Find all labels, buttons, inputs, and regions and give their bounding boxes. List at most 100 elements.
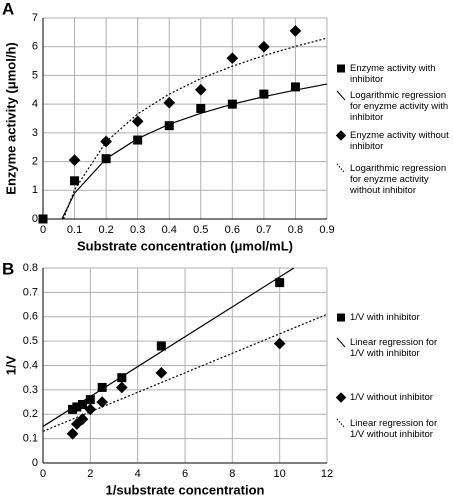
y-tick-label: 0.5 [23, 335, 38, 347]
y-tick-label: 0 [32, 213, 38, 225]
x-tick-label: 8 [229, 468, 235, 480]
marker-diamond [336, 392, 346, 403]
marker-square [72, 402, 82, 412]
legend-entry: Linear regression for 1/V without inhibi… [336, 418, 451, 440]
x-tick-label: 10 [274, 468, 286, 480]
legend-entry: Enzyme activity with inhibitor [336, 63, 451, 85]
legend-icon [336, 392, 346, 403]
marker-diamond [115, 381, 128, 394]
y-tick-label: 0.1 [23, 433, 38, 445]
marker-square [156, 341, 166, 351]
marker-diamond [84, 403, 97, 416]
marker-diamond [258, 40, 270, 53]
marker-square [133, 135, 143, 145]
marker-diamond [273, 337, 286, 350]
legend-line [336, 163, 346, 174]
y-tick-label: 0.4 [23, 359, 38, 371]
marker-square [78, 400, 88, 409]
legend-label: Enzyme activity with inhibitor [350, 63, 436, 85]
legend-label: Logarithmic regression for enyzme activi… [350, 163, 447, 196]
y-axis-title: Enzyme activity (μmol/h) [3, 42, 18, 194]
y-tick-label: 0.8 [23, 262, 38, 274]
x-tick-label: 0.4 [162, 224, 177, 236]
legend-label: Linear regression for 1/V without inhibi… [350, 418, 438, 440]
marker-square [290, 82, 300, 92]
y-tick-label: 2 [32, 155, 38, 167]
x-axis-title: 1/substrate concentration [106, 482, 265, 497]
x-tick-label: 0.6 [225, 224, 240, 236]
regression-line [61, 83, 328, 220]
legend-icon [336, 337, 346, 348]
regression-line [62, 37, 328, 220]
legend-line [336, 90, 346, 101]
x-axis-title: Substrate concentration (μmol/mL) [77, 238, 293, 253]
marker-square [38, 214, 48, 224]
marker-square [164, 121, 174, 131]
marker-diamond [289, 25, 302, 37]
y-tick-label: 0.6 [23, 311, 38, 323]
legend-entry: Enyzme activity without inhibitor [336, 130, 451, 152]
legend-line [336, 418, 346, 429]
legend-label: 1/V with inhibitor [350, 312, 420, 323]
y-tick-label: 0.2 [23, 408, 38, 420]
marker-diamond [155, 366, 168, 379]
legend-icon [336, 90, 346, 101]
marker-square [259, 89, 269, 99]
regression-line [42, 267, 295, 427]
x-tick-label: 0 [40, 468, 46, 480]
y-tick-label: 0 [32, 457, 38, 469]
marker-diamond [68, 154, 81, 166]
marker-square [97, 382, 107, 392]
regression-line [42, 313, 328, 432]
marker-square [117, 373, 127, 383]
legend-label: Logarithmic regression for enyzme activi… [350, 90, 449, 123]
y-tick-label: 5 [32, 69, 38, 81]
panel-label: B [2, 259, 14, 278]
marker-diamond [226, 52, 239, 65]
x-tick-label: 0.8 [288, 224, 303, 236]
marker-diamond [96, 396, 109, 408]
marker-square [196, 103, 206, 113]
y-tick-label: 4 [32, 98, 38, 110]
x-tick-label: 0.2 [98, 224, 113, 236]
legend-entry: 1/V with inhibitor [336, 312, 451, 323]
legend-icon [336, 163, 346, 174]
legend-entry: Linear regression for 1/V with inhibitor [336, 337, 451, 359]
y-tick-label: 7 [32, 12, 38, 24]
x-tick-label: 12 [321, 468, 333, 480]
marker-square [70, 176, 80, 186]
x-tick-label: 2 [87, 468, 93, 480]
legend-icon [337, 313, 345, 322]
marker-diamond [194, 83, 207, 96]
legend-entry: Logarithmic regression for enyzme activi… [336, 90, 451, 123]
legend-icon [337, 64, 345, 73]
legend-label: 1/V without inhibitor [350, 392, 433, 403]
marker-diamond [66, 427, 79, 440]
y-tick-label: 1 [32, 184, 38, 196]
y-tick-label: 0.7 [23, 286, 38, 298]
x-tick-label: 4 [135, 468, 141, 480]
x-tick-label: 6 [182, 468, 188, 480]
marker-square [85, 395, 95, 405]
legend-line [336, 337, 346, 348]
marker-diamond [336, 130, 346, 141]
marker-square [275, 278, 285, 288]
x-tick-label: 0.1 [67, 224, 82, 236]
x-tick-label: 0.5 [193, 224, 208, 236]
legend-entry: 1/V without inhibitor [336, 392, 451, 403]
x-tick-label: 0.7 [256, 224, 271, 236]
y-tick-label: 3 [32, 127, 38, 139]
panel-label: A [2, 0, 14, 18]
x-tick-label: 0 [40, 224, 46, 236]
y-axis-title: 1/V [3, 355, 18, 375]
legend-label: Linear regression for 1/V with inhibitor [350, 337, 438, 359]
marker-square [337, 64, 345, 73]
legend-label: Enyzme activity without inhibitor [350, 130, 449, 152]
legend-icon [336, 418, 346, 429]
x-tick-label: 0.9 [319, 224, 334, 236]
marker-diamond [76, 413, 89, 425]
marker-diamond [163, 96, 176, 109]
marker-diamond [131, 115, 144, 128]
